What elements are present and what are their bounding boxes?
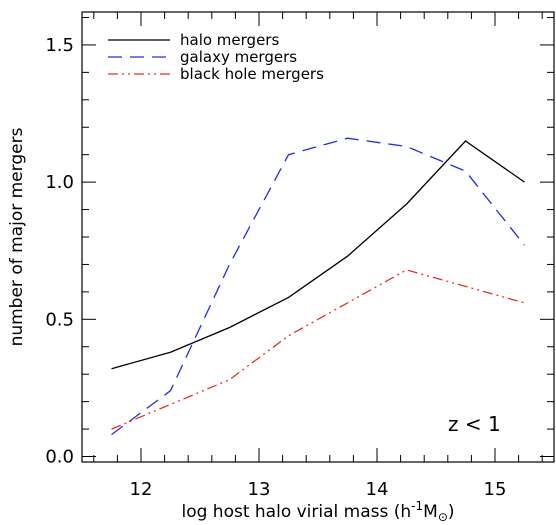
- x-axis-label-exponent: -1: [411, 499, 423, 513]
- y-tick-label: 0.5: [45, 309, 74, 330]
- x-axis-label-symbol: ⊙: [438, 510, 448, 524]
- series-line-halo-mergers: [111, 140, 525, 370]
- x-tick-label: 13: [248, 479, 271, 500]
- y-tick-label: 1.5: [45, 35, 74, 56]
- y-axis-label: number of major mergers: [7, 127, 27, 346]
- legend-label-halo-mergers: halo mergers: [180, 31, 279, 49]
- x-tick-label: 12: [130, 479, 153, 500]
- x-axis-label-close: ): [448, 502, 455, 522]
- legend-label-black-hole-mergers: black hole mergers: [180, 65, 324, 83]
- y-tick-label: 1.0: [45, 172, 74, 193]
- x-tick-label: 15: [484, 479, 507, 500]
- series-line-black-hole-mergers: [111, 269, 525, 430]
- x-axis-label-subscript: M: [423, 502, 438, 522]
- legend-label-galaxy-mergers: galaxy mergers: [180, 48, 297, 66]
- annotation-redshift: z < 1: [448, 412, 501, 436]
- series-line-galaxy-mergers: [111, 137, 526, 436]
- x-axis-label: log host halo virial mass (h-1M⊙): [181, 499, 454, 524]
- y-tick-label: 0.0: [45, 447, 74, 468]
- x-tick-label: 14: [366, 479, 389, 500]
- x-axis-label-main: log host halo virial mass (h: [181, 502, 411, 522]
- series-lines: [111, 137, 526, 436]
- ticks: 12 13 14 15 0.0 0.5 1.0 1.5: [45, 12, 554, 500]
